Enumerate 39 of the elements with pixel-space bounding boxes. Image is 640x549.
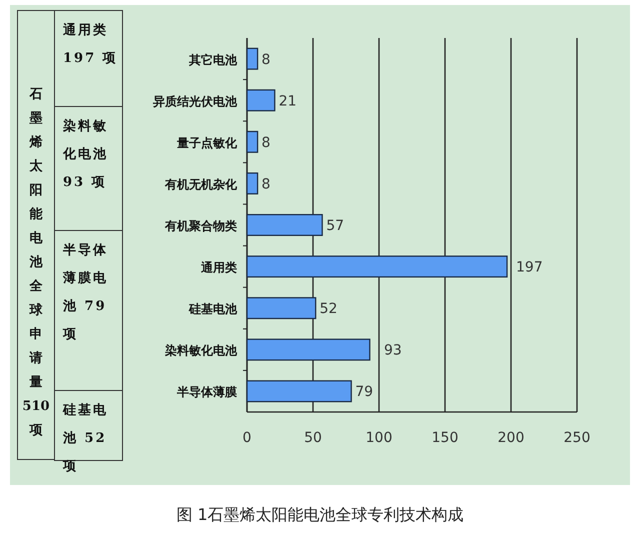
text: 染料敏化电池 93 项	[54, 106, 123, 231]
bar	[246, 338, 370, 361]
x-tick-label: 50	[304, 430, 322, 446]
y-tick-label: 其它电池	[188, 52, 238, 67]
data-label: 8	[262, 176, 270, 192]
y-tick-label: 有机聚合物类	[164, 219, 237, 233]
data-label: 52	[320, 301, 338, 318]
bar	[246, 297, 316, 320]
data-label: 93	[384, 342, 402, 359]
y-tick-label: 染料敏化电池	[164, 344, 238, 358]
text: 图 1石墨烯太阳能电池全球专利技术构成	[175, 505, 465, 526]
y-tick-label: 半导体薄膜	[176, 385, 237, 400]
x-tick-label: 0	[242, 430, 252, 446]
bar	[246, 89, 276, 112]
data-label: 57	[326, 218, 344, 234]
y-tick-label: 硅基电池	[188, 302, 238, 316]
bar	[246, 380, 352, 402]
data-label: 197	[516, 260, 543, 276]
x-tick-label: 150	[432, 430, 458, 446]
text: 石墨烯太阳能电池全球申请量510项	[22, 87, 50, 438]
bar	[246, 130, 258, 153]
text: 通用类 197 项	[54, 10, 123, 107]
bar	[246, 256, 508, 278]
x-tick-label: 250	[564, 430, 590, 446]
data-label: 21	[278, 93, 297, 110]
bar	[246, 214, 323, 236]
x-tick-label: 100	[366, 430, 392, 446]
data-label: 8	[262, 134, 270, 151]
data-label: 79	[355, 384, 374, 400]
x-tick-label: 200	[498, 430, 524, 446]
text: 硅基电池 52 项	[62, 402, 109, 474]
bar	[246, 48, 258, 70]
y-tick-label: 有机无机杂化	[164, 177, 238, 192]
bar	[246, 172, 258, 194]
y-tick-label: 通用类	[200, 260, 237, 275]
y-tick-label: 异质结光伏电池	[152, 94, 238, 108]
data-label: 8	[262, 52, 270, 68]
text: 半导体薄膜电池 79 项	[54, 230, 123, 391]
y-tick-label: 量子点敏化	[176, 136, 238, 150]
